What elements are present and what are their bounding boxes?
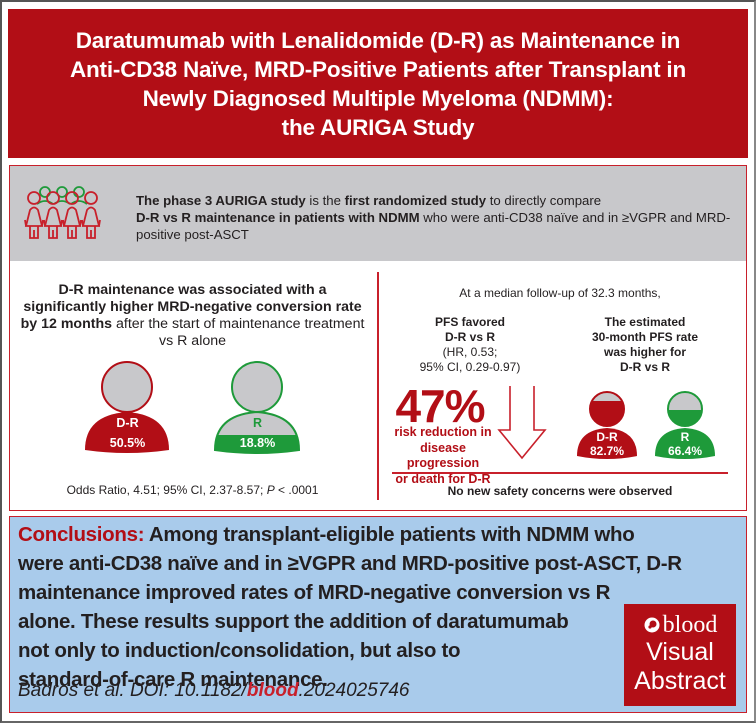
- intro-text-span: is the: [305, 193, 345, 208]
- patient-group-icon: [24, 186, 101, 239]
- intro-text-bold: D-R vs R maintenance in patients with ND…: [136, 210, 420, 225]
- arm-value: 18.8%: [239, 436, 276, 450]
- arm-value: 66.4%: [667, 444, 703, 458]
- person-icon: [85, 361, 169, 453]
- intro-text-span: to directly compare: [486, 193, 602, 208]
- blood-cell-logo-icon: [644, 617, 660, 633]
- logo-line: Visual: [646, 638, 714, 666]
- intro-text-span: who were anti-CD38 naïve and in ≥VGPR an…: [136, 210, 731, 242]
- title-line: the AURIGA Study: [281, 114, 475, 140]
- odds-suffix: < .0001: [274, 483, 319, 497]
- intro-text: The phase 3 AURIGA study is the first ra…: [136, 192, 736, 243]
- mrd-heading-bold: D-R maintenance was associated with a si…: [20, 282, 362, 332]
- mrd-heading-rest: after the start of maintenance treatment…: [112, 316, 365, 349]
- pfs-favored-line: D-R vs R: [444, 330, 495, 344]
- risk-reduction-text: risk reduction in disease progression or…: [388, 425, 498, 487]
- title-line: Daratumumab with Lenalidomide (D-R) as M…: [75, 27, 681, 53]
- person-icon: [655, 391, 715, 459]
- logo-line: Abstract: [634, 667, 726, 695]
- arm-label: D-R: [596, 430, 618, 444]
- risk-line: disease progression: [406, 440, 480, 471]
- conclusion-line: alone. These results support the additio…: [18, 610, 569, 633]
- conclusion-line: not only to induction/consolidation, but…: [18, 639, 461, 662]
- citation-suffix: .2024025746: [298, 680, 410, 701]
- down-arrow-icon: [497, 386, 547, 460]
- pfs-favored-line: PFS favored: [434, 315, 506, 329]
- citation-prefix: Badros et al. DOI: 10.1182/: [18, 680, 247, 701]
- conclusion-line: were anti-CD38 naïve and in ≥VGPR and MR…: [18, 552, 682, 575]
- estimated-line: The estimated: [604, 315, 686, 329]
- estimated-line: was higher for: [603, 345, 686, 359]
- arm-value: 82.7%: [589, 444, 625, 458]
- hr-line: 95% CI, 0.29-0.97): [419, 360, 521, 374]
- odds-p: P: [266, 483, 275, 497]
- odds-ratio-text: Odds Ratio, 4.51; 95% CI, 2.37-8.57; P <…: [20, 483, 365, 497]
- estimated-pfs-text: The estimated 30-month PFS rate was high…: [570, 315, 720, 375]
- title-banner: Daratumumab with Lenalidomide (D-R) as M…: [8, 9, 748, 158]
- arm-label: D-R: [116, 416, 139, 430]
- risk-reduction-value: 47%: [395, 380, 485, 432]
- title-line: Anti-CD38 Naïve, MRD-Positive Patients a…: [69, 56, 687, 82]
- arm-label: R: [252, 416, 263, 430]
- arm-value: 50.5%: [109, 436, 146, 450]
- conclusions-text: Conclusions: Among transplant-eligible p…: [18, 520, 740, 694]
- safety-text: No new safety concerns were observed: [447, 484, 673, 498]
- intro-text-bold: first randomized study: [344, 193, 487, 208]
- odds-prefix: Odds Ratio, 4.51; 95% CI, 2.37-8.57;: [66, 483, 267, 497]
- title-line: Newly Diagnosed Multiple Myeloma (NDMM):: [142, 85, 614, 111]
- pfs-favored: PFS favored D-R vs R (HR, 0.53; 95% CI, …: [400, 315, 540, 375]
- vertical-divider: [377, 272, 379, 500]
- risk-line: risk reduction in: [394, 425, 492, 439]
- mrd-r-person: R 18.8%: [210, 360, 305, 455]
- intro-panel: The phase 3 AURIGA study is the first ra…: [9, 165, 747, 261]
- estimated-line: 30-month PFS rate: [591, 330, 699, 344]
- conclusion-line-text: Among transplant-eligible patients with …: [144, 523, 635, 546]
- pfs-r-person: R 66.4%: [652, 390, 718, 460]
- conclusions-label: Conclusions:: [18, 523, 145, 546]
- pfs-dr-person: D-R 82.7%: [574, 390, 640, 460]
- risk-line: or death for D-R: [395, 471, 491, 486]
- intro-text-bold: The phase 3 AURIGA study: [136, 193, 306, 208]
- logo-brand-text: blood: [662, 612, 718, 638]
- person-icon: [213, 361, 301, 454]
- blood-visual-abstract-logo: blood Visual Abstract: [624, 604, 736, 706]
- conclusion-line: Conclusions: Among transplant-eligible p…: [18, 520, 740, 549]
- mrd-dr-person: D-R 50.5%: [80, 360, 175, 455]
- conclusion-line: maintenance improved rates of MRD-negati…: [18, 581, 611, 604]
- horizontal-divider: [392, 472, 728, 474]
- arm-label: R: [680, 430, 690, 444]
- estimated-line: D-R vs R: [619, 360, 670, 374]
- hr-line: (HR, 0.53;: [442, 345, 498, 359]
- followup-text: At a median follow-up of 32.3 months,: [459, 286, 661, 300]
- logo-brand: blood: [624, 612, 736, 638]
- citation-journal: blood: [246, 680, 299, 701]
- conclusion-line: standard-of-care R maintenance.: [18, 668, 328, 691]
- citation: Badros et al. DOI: 10.1182/blood.2024025…: [18, 680, 410, 702]
- mrd-heading: D-R maintenance was associated with a si…: [20, 282, 365, 350]
- person-icon: [577, 391, 637, 459]
